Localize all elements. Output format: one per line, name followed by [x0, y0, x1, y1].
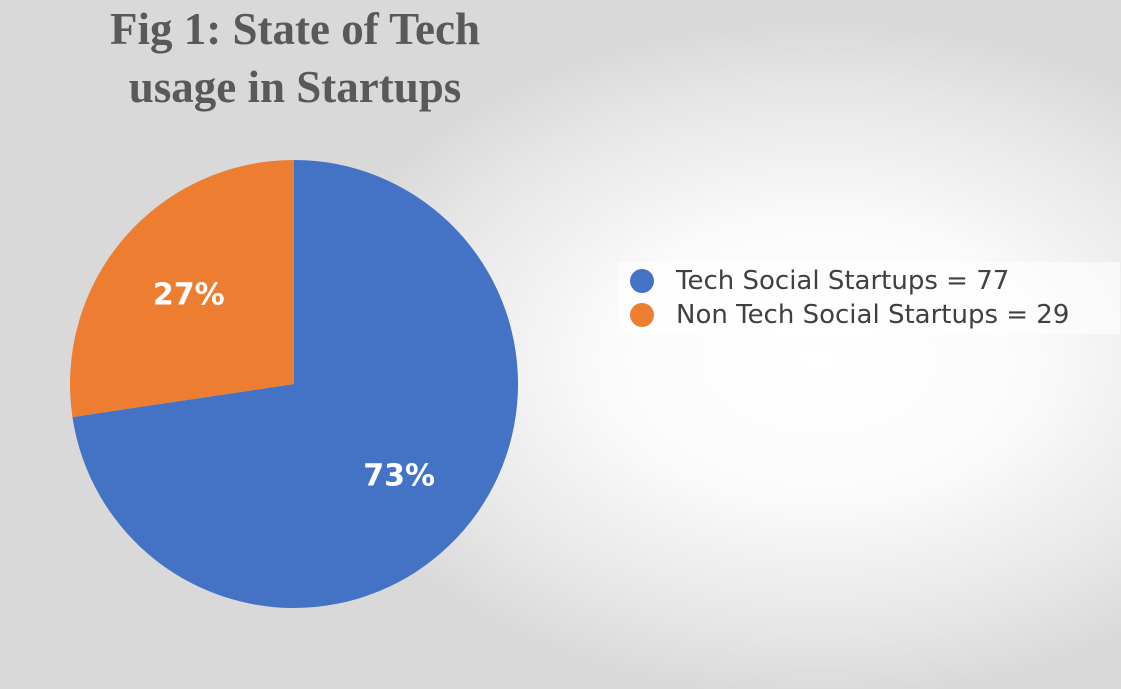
chart-title: Fig 1: State of Tech usage in Startups: [40, 0, 550, 116]
legend-item-non-tech: Non Tech Social Startups = 29: [630, 298, 1069, 332]
title-line-2: usage in Startups: [128, 62, 462, 112]
legend-marker-tech: [630, 269, 654, 293]
legend-label-tech: Tech Social Startups = 77: [676, 266, 1010, 296]
data-label-1: 27%: [153, 277, 225, 312]
legend-label-non-tech: Non Tech Social Startups = 29: [676, 300, 1070, 330]
legend-item-tech: Tech Social Startups = 77: [630, 264, 1009, 298]
data-label-0: 73%: [363, 459, 435, 494]
pie-slice-0: [72, 160, 519, 608]
title-line-1: Fig 1: State of Tech: [110, 4, 480, 54]
legend-marker-non-tech: [630, 303, 654, 327]
pie-slice-1: [69, 160, 294, 418]
legend: Tech Social Startups = 77 Non Tech Socia…: [618, 262, 1120, 334]
